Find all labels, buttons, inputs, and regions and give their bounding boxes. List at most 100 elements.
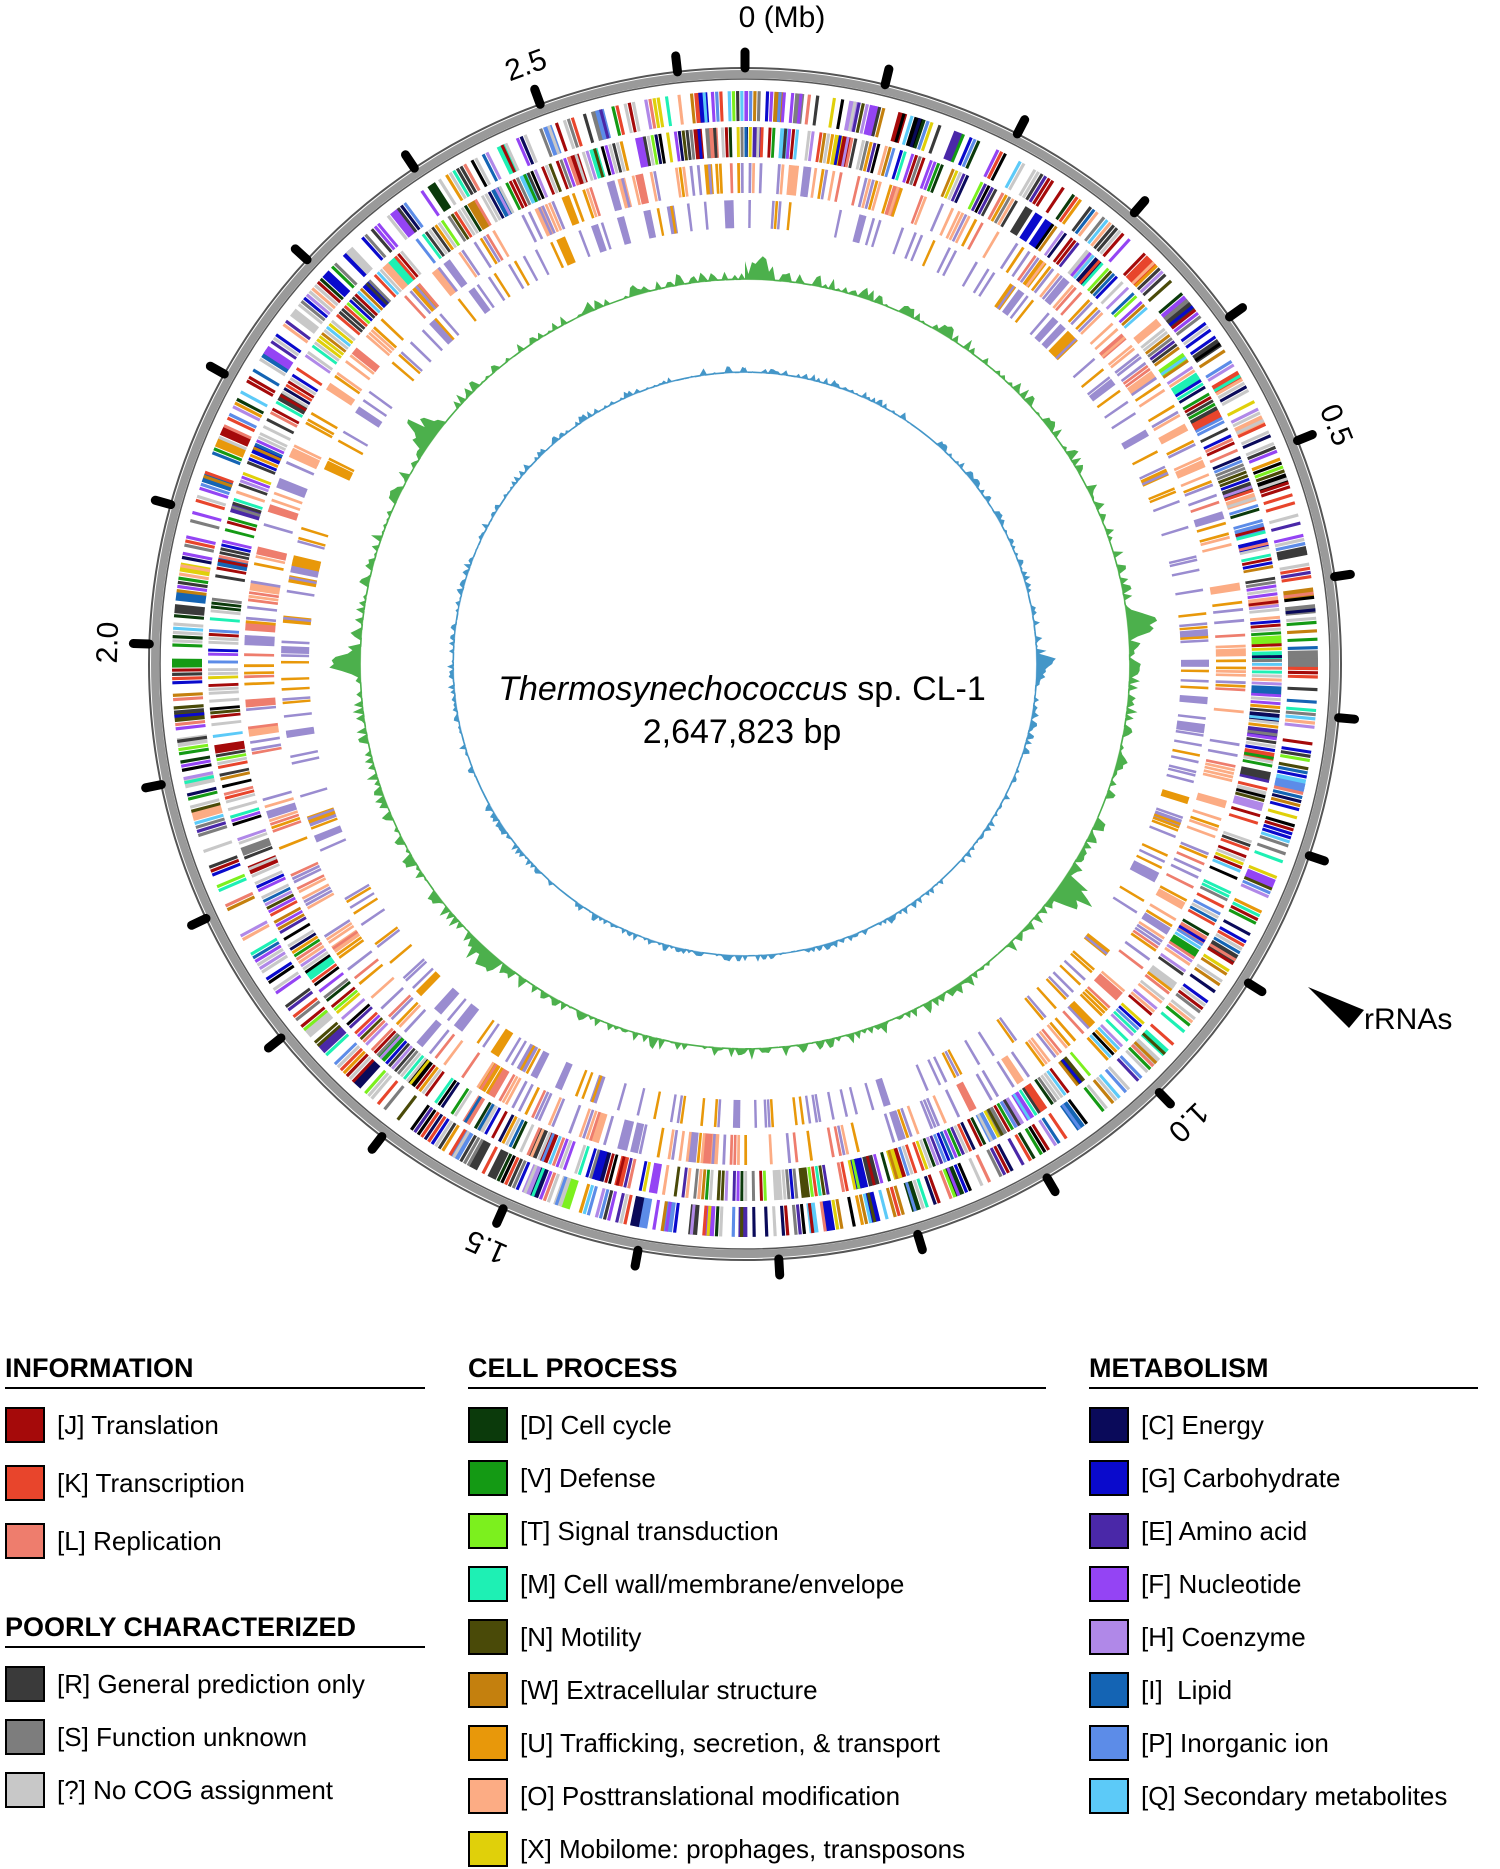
gene-mark [767,127,772,158]
gene-mark [1159,885,1188,902]
gene-mark [826,1127,835,1158]
gene-mark [333,1042,358,1066]
gene-mark [1178,385,1206,404]
gene-mark [485,151,502,180]
gene-mark [285,319,311,341]
gene-mark [1274,537,1305,548]
gene-mark [737,1134,741,1165]
gene-mark [1213,374,1241,393]
gene-mark [318,335,345,356]
gene-mark [226,520,257,532]
gene-mark [457,209,476,236]
gene-mark [359,287,384,311]
gene-mark [715,91,720,122]
gene-mark [172,676,203,681]
gene-mark [772,1206,777,1237]
gene-mark [314,284,339,307]
gene-mark [1055,193,1076,221]
gene-mark [616,216,632,245]
gene-mark [574,153,587,184]
gene-mark [1215,463,1245,477]
gene-mark [1060,291,1083,316]
gene-mark [559,1139,573,1169]
gene-mark [175,724,206,731]
gene-mark [173,704,204,710]
gene-mark [697,1169,703,1200]
gene-mark [1045,978,1067,1000]
legend-item-mobilome: [X] Mobilome: prophages, transposons [468,1829,965,1869]
legend-heading-poorly-characterized: POORLY CHARACTERIZED [5,1612,425,1648]
gene-mark [974,185,991,214]
gene-mark [1251,674,1282,678]
gene-mark [1249,714,1280,721]
gene-mark [258,951,286,970]
gene-mark [172,635,203,640]
gene-mark [240,390,268,408]
gene-mark [228,412,257,429]
gene-mark [1252,662,1282,666]
gene-mark [751,1170,756,1201]
gene-mark [548,202,563,231]
gene-mark [396,207,418,233]
gene-mark [1239,766,1271,781]
gene-mark [351,296,376,319]
gene-mark [896,1109,910,1139]
gene-mark [893,1185,905,1216]
gene-mark [221,778,252,789]
gene-mark [581,1072,594,1100]
gene-mark [1196,521,1227,533]
gene-mark [929,1135,944,1165]
gene-mark [1182,918,1210,937]
gene-mark [1263,823,1293,836]
gene-mark [1191,902,1220,919]
gene-mark [1032,177,1051,205]
gene-mark [905,154,919,184]
gene-mark [660,1201,668,1232]
gene-mark [977,1031,995,1057]
gene-mark [1250,700,1281,706]
gene-mark [1246,584,1277,592]
gene-mark [403,202,424,229]
gene-mark [827,1091,835,1120]
gene-mark [349,892,375,909]
legend-information: INFORMATION [J] Translation [K] Transcri… [5,1353,425,1563]
gene-mark [466,1138,484,1167]
gene-mark [807,1166,814,1197]
gene-mark [966,1118,983,1147]
gene-mark [851,1159,861,1190]
gene-mark [1110,347,1136,369]
gene-mark [328,384,355,403]
legend-label-u: [U] Trafficking, secretion, & transport [520,1728,941,1758]
scale-tick [1293,430,1317,446]
gene-mark [1138,388,1166,408]
gene-mark [636,1087,646,1116]
gene-mark [1017,1132,1036,1160]
gene-mark [894,113,906,143]
gene-mark [403,1008,427,1033]
gene-mark [382,262,409,291]
gene-mark [1180,669,1209,673]
gene-mark [1169,558,1198,568]
gene-mark [957,1162,972,1192]
gene-mark [1287,646,1318,650]
gene-mark [391,361,415,382]
gene-mark [209,705,240,711]
gene-mark [263,523,293,534]
zero-mb-label: 0 (Mb) [739,1,826,34]
gene-mark [251,863,280,878]
gene-mark [244,681,275,686]
gene-mark [970,183,987,212]
gene-mark [281,677,310,681]
circular-genome-map: 0.51.01.52.02.5 0 (Mb) rRNAs Thermosynec… [91,1,1452,1280]
legend-item-nucleotide: [F] Nucleotide [1089,1564,1301,1604]
gene-mark [1011,250,1031,278]
gene-mark [412,967,434,989]
legend-item-lipid: [I] Lipid [1089,1670,1232,1710]
gene-mark [970,1116,987,1146]
gene-mark [1099,229,1122,255]
gene-mark [481,153,499,182]
gene-mark [1212,455,1242,471]
gene-mark [1222,919,1251,936]
gene-mark [798,1167,811,1198]
gene-mark [919,1139,933,1169]
